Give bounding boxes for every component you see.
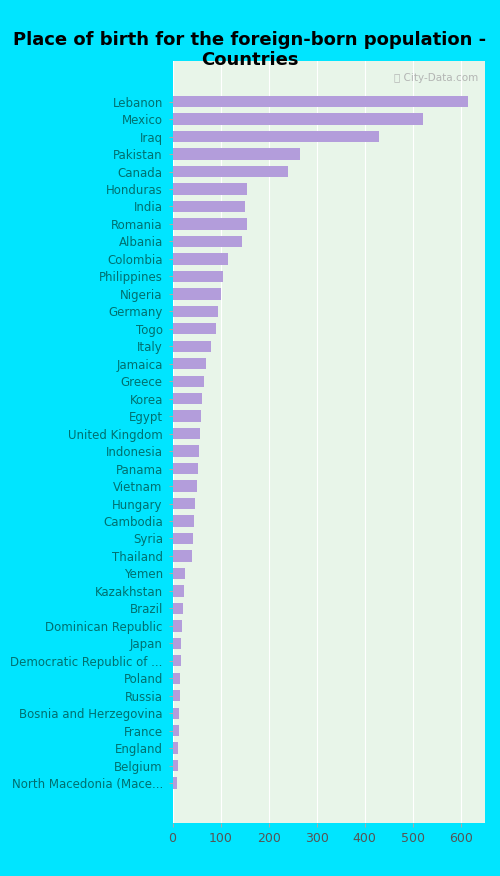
Bar [172,463,198,474]
Bar [172,480,197,491]
Bar [172,445,199,456]
Bar [172,743,178,754]
Bar [172,271,223,282]
Bar [172,585,184,597]
Bar [172,760,178,772]
Bar [172,533,193,544]
Bar [172,550,192,562]
Bar [172,323,216,335]
Bar [172,638,181,649]
Bar [172,690,180,702]
Bar [172,655,180,667]
Bar [172,288,220,300]
Bar [172,306,218,317]
Bar [172,777,178,788]
Text: ⓘ City-Data.com: ⓘ City-Data.com [394,73,479,82]
Bar [172,568,185,579]
Bar [172,708,179,719]
Bar [172,113,422,124]
Bar [172,201,244,212]
Bar [172,166,288,177]
Bar [172,725,179,737]
Bar [172,96,468,108]
Text: Place of birth for the foreign-born population -
Countries: Place of birth for the foreign-born popu… [14,31,486,69]
Bar [172,376,204,387]
Bar [172,358,206,370]
Bar [172,603,183,614]
Bar [172,673,180,684]
Bar [172,341,211,352]
Bar [172,515,194,526]
Bar [172,253,228,265]
Bar [172,620,182,632]
Bar [172,236,242,247]
Bar [172,411,202,422]
Bar [172,148,300,159]
Bar [172,498,195,509]
Bar [172,183,247,194]
Bar [172,131,379,142]
Bar [172,218,247,230]
Bar [172,393,203,405]
Bar [172,428,201,440]
